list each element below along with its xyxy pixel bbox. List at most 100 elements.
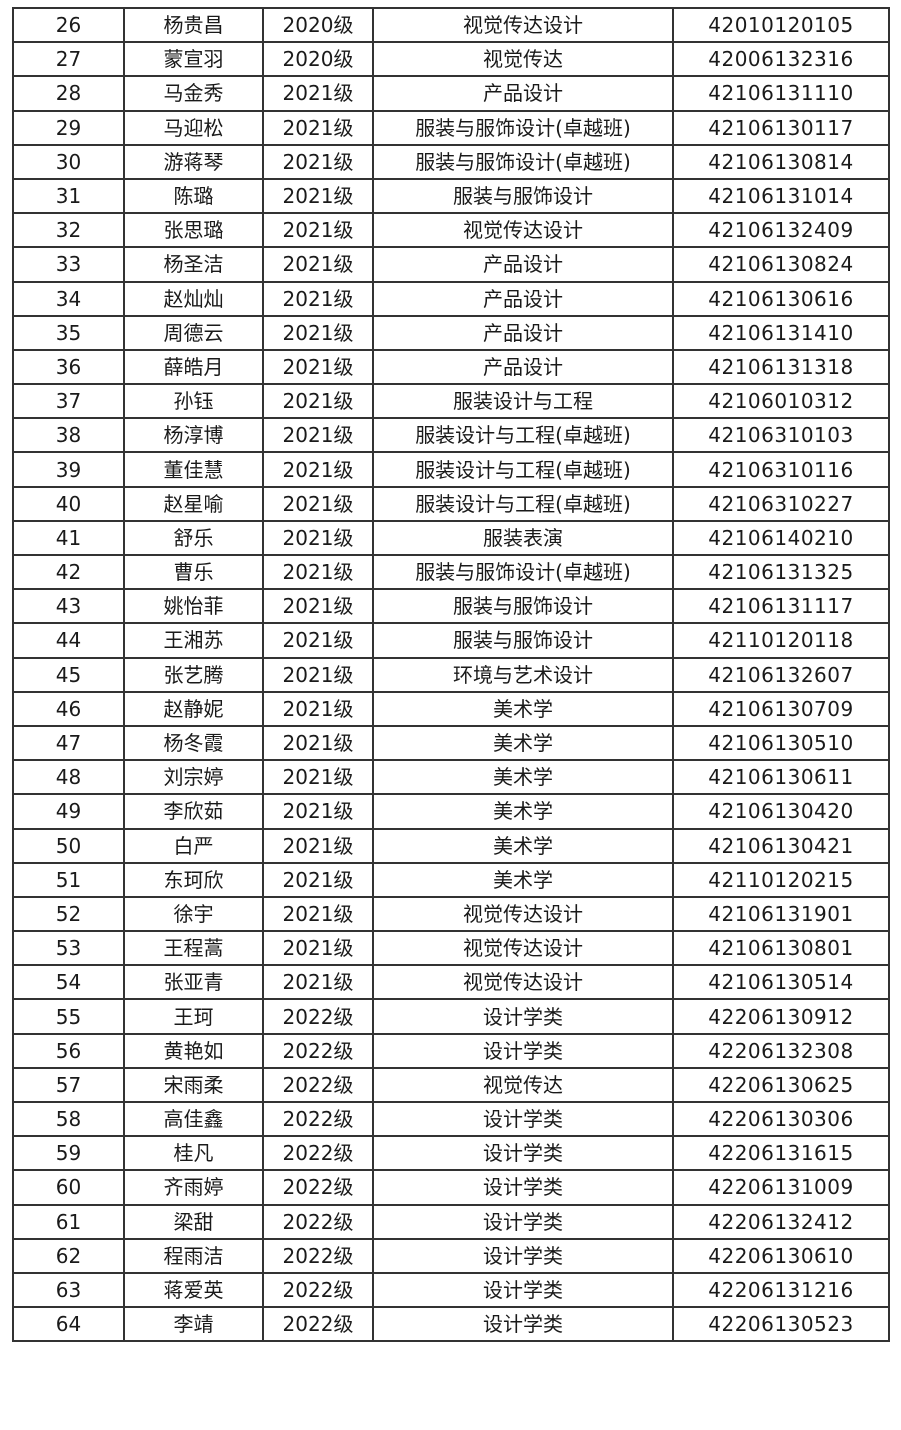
cell-name: 蒋爱英 (123, 1271, 264, 1309)
cell-name: 杨贵昌 (123, 6, 264, 44)
cell-student-id: 42106310116 (672, 451, 890, 488)
cell-major: 设计学类 (372, 1237, 674, 1274)
cell-name: 张艺腾 (123, 656, 264, 693)
cell-major: 视觉传达 (372, 41, 674, 78)
cell-name: 蒙宣羽 (123, 41, 264, 78)
cell-student-id: 42206130912 (672, 998, 890, 1035)
cell-grade: 2021级 (262, 793, 374, 830)
cell-student-id: 42106131901 (672, 895, 890, 933)
cell-major: 服装设计与工程 (372, 383, 674, 420)
cell-name: 桂凡 (123, 1135, 264, 1172)
cell-name: 梁甜 (123, 1203, 264, 1240)
cell-name: 张亚青 (123, 964, 264, 1001)
cell-index: 30 (12, 143, 125, 180)
cell-grade: 2021级 (262, 656, 374, 693)
cell-index: 45 (12, 656, 125, 693)
cell-grade: 2022级 (262, 1237, 374, 1274)
cell-name: 杨冬霞 (123, 724, 264, 762)
cell-index: 50 (12, 827, 125, 864)
table-row: 47 杨冬霞 2021级 美术学 42106130510 (12, 724, 890, 762)
cell-grade: 2021级 (262, 519, 374, 557)
table-row: 55 王珂 2022级 设计学类 42206130912 (12, 998, 890, 1035)
table-row: 42 曹乐 2021级 服装与服饰设计(卓越班) 42106131325 (12, 553, 890, 591)
cell-index: 37 (12, 383, 125, 420)
table-row: 40 赵星喻 2021级 服装设计与工程(卓越班) 42106310227 (12, 485, 890, 522)
cell-index: 47 (12, 724, 125, 762)
cell-student-id: 42106130510 (672, 724, 890, 762)
cell-index: 51 (12, 861, 125, 898)
cell-student-id: 42206130610 (672, 1237, 890, 1274)
table-row: 31 陈璐 2021级 服装与服饰设计 42106131014 (12, 177, 890, 215)
cell-index: 63 (12, 1271, 125, 1309)
cell-major: 设计学类 (372, 1203, 674, 1240)
cell-grade: 2021级 (262, 553, 374, 591)
cell-index: 49 (12, 793, 125, 830)
cell-student-id: 42106130801 (672, 930, 890, 967)
cell-name: 杨圣洁 (123, 246, 264, 283)
table-body: 26 杨贵昌 2020级 视觉传达设计 42010120105 27 蒙宣羽 2020级 视觉传… (12, 6, 890, 1343)
table-row: 37 孙钰 2021级 服装设计与工程 42106010312 (12, 383, 890, 420)
cell-index: 52 (12, 895, 125, 933)
cell-name: 刘宗婷 (123, 759, 264, 796)
cell-major: 美术学 (372, 724, 674, 762)
cell-index: 34 (12, 280, 125, 317)
cell-student-id: 42106132607 (672, 656, 890, 693)
table-row: 32 张思璐 2021级 视觉传达设计 42106132409 (12, 212, 890, 249)
cell-index: 64 (12, 1306, 125, 1343)
cell-name: 程雨洁 (123, 1237, 264, 1274)
cell-index: 48 (12, 759, 125, 796)
table-row: 35 周德云 2021级 产品设计 42106131410 (12, 314, 890, 351)
cell-major: 服装与服饰设计 (372, 588, 674, 625)
cell-student-id: 42206131009 (672, 1169, 890, 1206)
table-row: 53 王程蒿 2021级 视觉传达设计 42106130801 (12, 930, 890, 967)
cell-student-id: 42106130514 (672, 964, 890, 1001)
cell-grade: 2022级 (262, 1306, 374, 1343)
cell-major: 设计学类 (372, 1306, 674, 1343)
table-row: 52 徐宇 2021级 视觉传达设计 42106131901 (12, 895, 890, 933)
table-row: 62 程雨洁 2022级 设计学类 42206130610 (12, 1237, 890, 1274)
cell-student-id: 42106130824 (672, 246, 890, 283)
cell-grade: 2021级 (262, 827, 374, 864)
cell-index: 46 (12, 690, 125, 727)
cell-major: 产品设计 (372, 246, 674, 283)
cell-student-id: 42206131615 (672, 1135, 890, 1172)
cell-index: 43 (12, 588, 125, 625)
table-row: 39 董佳慧 2021级 服装设计与工程(卓越班) 42106310116 (12, 451, 890, 488)
cell-major: 美术学 (372, 861, 674, 898)
cell-student-id: 42106310103 (672, 417, 890, 454)
table-row: 49 李欣茹 2021级 美术学 42106130420 (12, 793, 890, 830)
cell-name: 马金秀 (123, 75, 264, 112)
cell-major: 美术学 (372, 759, 674, 796)
table-row: 27 蒙宣羽 2020级 视觉传达 42006132316 (12, 41, 890, 78)
table-row: 34 赵灿灿 2021级 产品设计 42106130616 (12, 280, 890, 317)
cell-name: 王程蒿 (123, 930, 264, 967)
cell-name: 赵星喻 (123, 485, 264, 522)
cell-name: 李欣茹 (123, 793, 264, 830)
cell-major: 服装与服饰设计 (372, 177, 674, 215)
cell-index: 39 (12, 451, 125, 488)
cell-major: 视觉传达设计 (372, 964, 674, 1001)
cell-major: 服装与服饰设计 (372, 622, 674, 659)
cell-name: 王珂 (123, 998, 264, 1035)
cell-name: 齐雨婷 (123, 1169, 264, 1206)
cell-student-id: 42106130117 (672, 109, 890, 146)
cell-student-id: 42206130625 (672, 1066, 890, 1104)
cell-index: 27 (12, 41, 125, 78)
cell-major: 产品设计 (372, 314, 674, 351)
cell-index: 32 (12, 212, 125, 249)
cell-student-id: 42106130814 (672, 143, 890, 180)
cell-major: 产品设计 (372, 348, 674, 386)
cell-major: 产品设计 (372, 280, 674, 317)
cell-index: 56 (12, 1032, 125, 1069)
cell-name: 李靖 (123, 1306, 264, 1343)
table-row: 44 王湘苏 2021级 服装与服饰设计 42110120118 (12, 622, 890, 659)
cell-student-id: 42106130421 (672, 827, 890, 864)
cell-major: 视觉传达设计 (372, 6, 674, 44)
cell-major: 设计学类 (372, 1135, 674, 1172)
cell-student-id: 42106131110 (672, 75, 890, 112)
cell-name: 东珂欣 (123, 861, 264, 898)
cell-index: 31 (12, 177, 125, 215)
cell-student-id: 42106310227 (672, 485, 890, 522)
table-row: 50 白严 2021级 美术学 42106130421 (12, 827, 890, 864)
table-row: 45 张艺腾 2021级 环境与艺术设计 42106132607 (12, 656, 890, 693)
